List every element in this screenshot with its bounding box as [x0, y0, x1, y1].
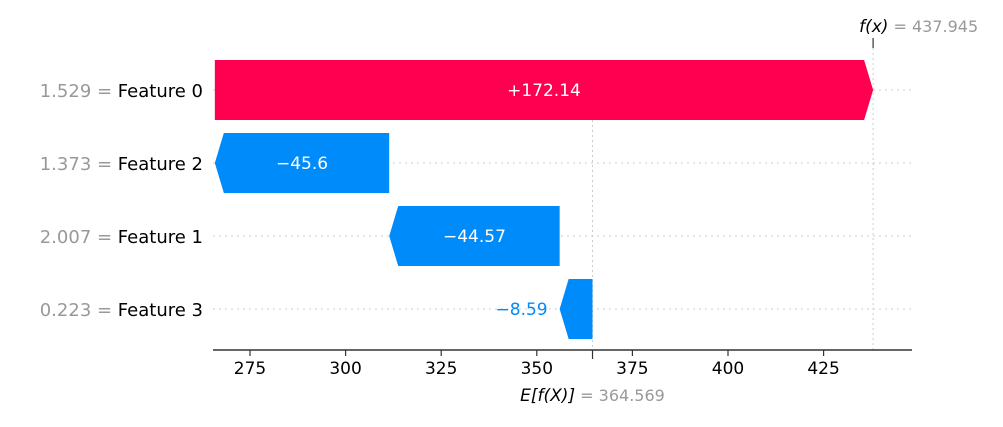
x-tick-label: 350 [521, 359, 553, 379]
output-value-annotation: f(x) = 437.945 [859, 17, 978, 37]
x-tick-label: 275 [234, 359, 266, 379]
feature-label: 0.223 = Feature 3 [40, 300, 203, 321]
waterfall-bar [559, 279, 593, 339]
value-annotations: E[f(X)] = 364.569 f(x) = 437.945 [520, 17, 978, 406]
base-value-annotation: E[f(X)] = 364.569 [520, 386, 665, 406]
base-value-text: = 364.569 [575, 386, 665, 405]
bar-value-label: +172.14 [507, 81, 581, 101]
output-value-label: f(x) [859, 17, 888, 37]
base-value-label: E[f(X)] [520, 386, 575, 406]
feature-label: 1.373 = Feature 2 [40, 154, 203, 175]
labels-layer: +172.14 1.529 = Feature 0 −45.6 1.373 = Fea… [40, 81, 581, 321]
bars-layer [214, 60, 874, 339]
x-tick-label: 300 [329, 359, 361, 379]
feature-name: Feature 3 [118, 300, 203, 321]
feature-value: 0.223 = [40, 300, 118, 321]
waterfall-bar [389, 206, 560, 266]
feature-name: Feature 1 [118, 227, 203, 248]
output-value-text: = 437.945 [888, 17, 978, 36]
x-tick-label: 425 [807, 359, 839, 379]
feature-value: 2.007 = [40, 227, 118, 248]
x-tick-label: 325 [425, 359, 457, 379]
bar-value-label: −44.57 [443, 227, 506, 247]
bar-value-label: −8.59 [496, 300, 548, 320]
x-tick-label: 400 [712, 359, 744, 379]
waterfall-bar [214, 133, 390, 193]
feature-value: 1.529 = [40, 81, 118, 102]
feature-value: 1.373 = [40, 154, 118, 175]
x-axis: 275 300 325 350 375 400 425 [234, 38, 874, 379]
feature-name: Feature 2 [118, 154, 203, 175]
waterfall-bar [214, 60, 874, 120]
feature-name: Feature 0 [118, 81, 203, 102]
bar-value-label: −45.6 [276, 154, 328, 174]
feature-label: 1.529 = Feature 0 [40, 81, 203, 102]
x-tick-label: 375 [616, 359, 648, 379]
feature-label: 2.007 = Feature 1 [40, 227, 203, 248]
